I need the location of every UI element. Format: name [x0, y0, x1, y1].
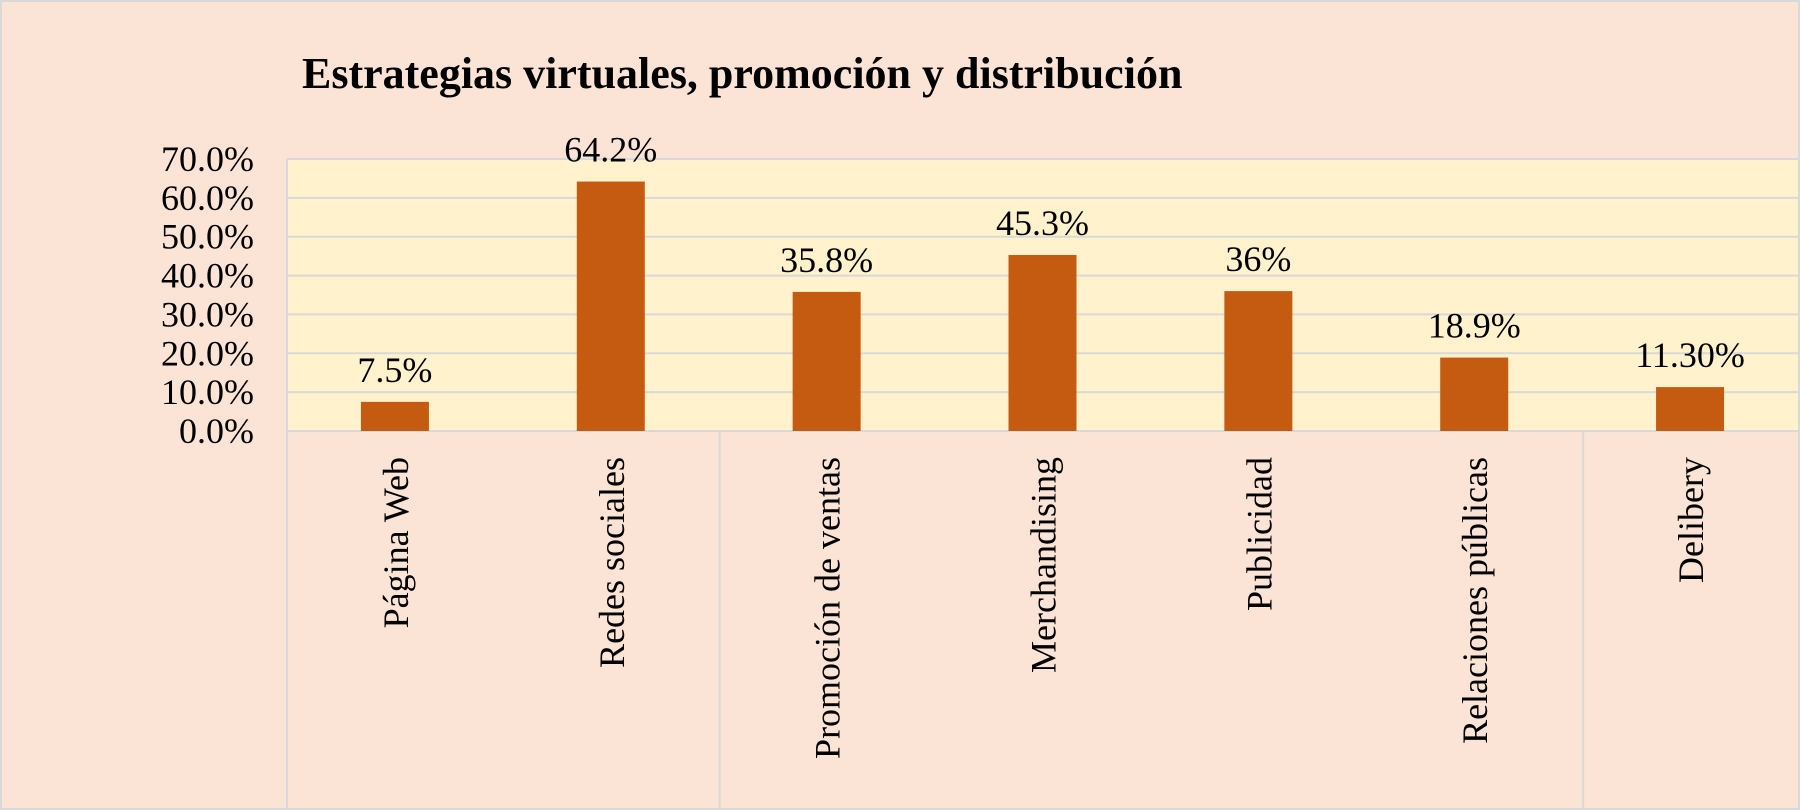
y-tick-label: 30.0% [161, 294, 254, 334]
data-label: 45.3% [996, 203, 1089, 243]
bar [1008, 254, 1077, 431]
x-tick-label: Página Web [376, 457, 416, 628]
bars [360, 181, 1725, 431]
y-tick-label: 0.0% [179, 411, 254, 451]
y-tick-label: 10.0% [161, 372, 254, 412]
bar [576, 181, 645, 431]
x-tick-label: Redes sociales [592, 457, 632, 668]
data-label: 35.8% [780, 240, 873, 280]
data-label: 11.30% [1635, 335, 1745, 375]
chart-title: Estrategias virtuales, promoción y distr… [302, 49, 1182, 98]
value-labels: 7.5% 64.2% 35.8% 45.3% 36% 18.9% 11.30% [357, 130, 1744, 390]
x-tick-label: Delibery [1671, 457, 1711, 583]
bar [792, 291, 861, 431]
x-tick-label: Publicidad [1239, 457, 1279, 611]
x-axis-categories: Página Web Redes sociales Promoción de ven… [376, 457, 1711, 759]
y-tick-label: 60.0% [161, 178, 254, 218]
data-label: 64.2% [564, 130, 657, 170]
bar [1224, 291, 1293, 431]
bar [1440, 357, 1509, 431]
y-tick-label: 70.0% [161, 139, 254, 179]
x-tick-label: Merchandising [1024, 457, 1064, 673]
y-tick-label: 50.0% [161, 217, 254, 257]
bar [360, 401, 429, 431]
y-tick-label: 40.0% [161, 256, 254, 296]
y-tick-label: 20.0% [161, 333, 254, 373]
data-label: 18.9% [1428, 306, 1521, 346]
data-label: 36% [1225, 239, 1291, 279]
data-label: 7.5% [357, 350, 432, 390]
bar [1656, 387, 1725, 431]
x-tick-label: Promoción de ventas [808, 457, 848, 759]
x-tick-label: Relaciones públicas [1455, 457, 1495, 744]
y-axis-ticks: 0.0%10.0%20.0%30.0%40.0%50.0%60.0%70.0% [161, 139, 254, 451]
